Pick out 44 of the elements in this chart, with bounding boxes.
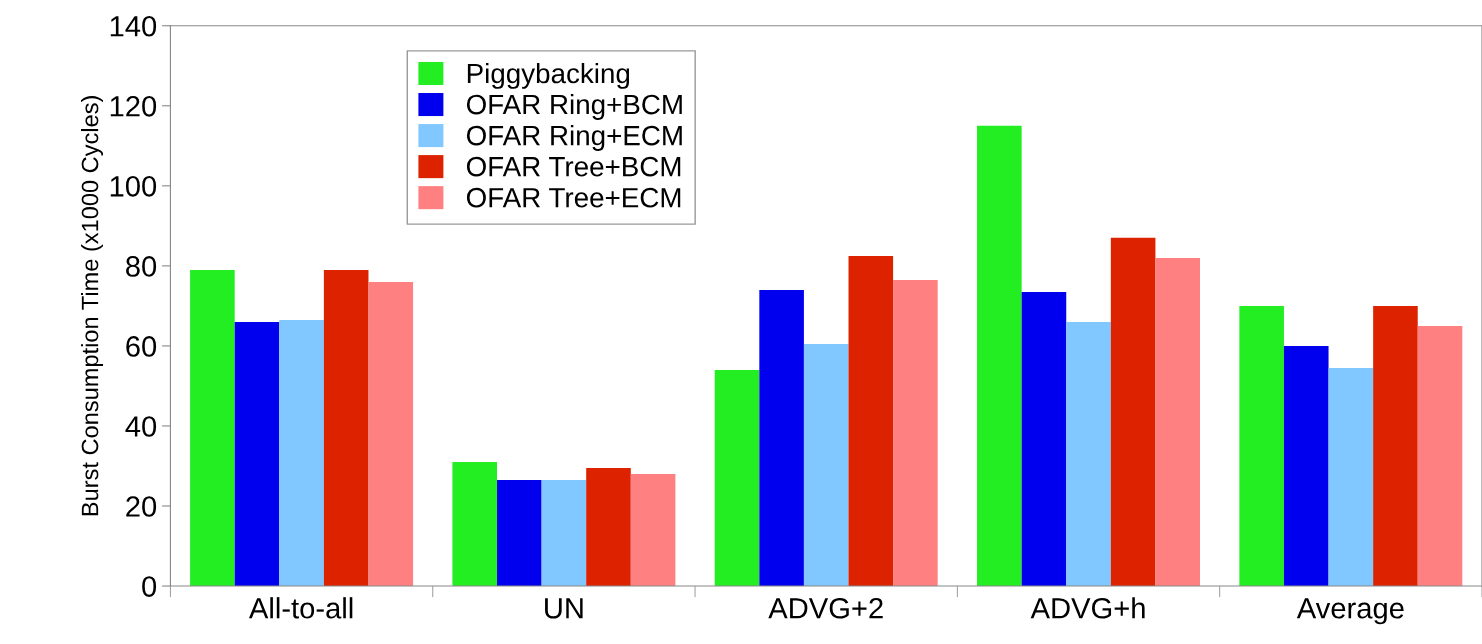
bar [848, 255, 894, 587]
bar [368, 281, 414, 587]
bar [759, 289, 804, 587]
bar [977, 125, 1022, 587]
bar [1066, 321, 1111, 587]
bar [1110, 237, 1156, 587]
y-tick-label: 60 [126, 336, 157, 357]
bar [1417, 325, 1463, 587]
legend-label: OFAR Tree+BCM [466, 156, 681, 177]
legend-label: OFAR Ring+ECM [466, 125, 682, 151]
legend-label: OFAR Ring+BCM [466, 93, 682, 120]
bar [1283, 345, 1329, 587]
x-tick-label: ADVG+2 [768, 597, 883, 619]
bar [497, 479, 542, 587]
y-tick-label: 40 [125, 416, 157, 437]
bar [1239, 305, 1284, 587]
bar [279, 319, 324, 587]
bar [893, 279, 938, 587]
bar [234, 321, 280, 587]
y-tick-label: 80 [126, 256, 157, 277]
bar [1155, 257, 1201, 587]
bar [190, 269, 235, 587]
y-tick-label: 100 [110, 176, 157, 197]
x-tick-label: UN [545, 598, 583, 619]
bar [630, 473, 676, 587]
legend-label: OFAR Tree+ECM [466, 187, 681, 208]
x-tick-label: ADVG+h [1030, 597, 1145, 619]
y-tick-label: 140 [110, 15, 157, 37]
bar [1021, 291, 1067, 587]
bar [1373, 305, 1418, 587]
y-tick-label: 120 [110, 96, 157, 117]
bar [1328, 367, 1374, 587]
y-tick-label: 0 [142, 576, 157, 597]
bar [541, 479, 587, 587]
bar [586, 467, 631, 587]
y-tick-label: 20 [126, 496, 157, 517]
x-tick-label: All-to-all [248, 597, 353, 619]
bar [323, 269, 369, 587]
legend-label: Piggybacking [467, 62, 630, 89]
bar [452, 461, 498, 587]
bar [803, 343, 849, 587]
x-tick-label: Average [1296, 598, 1404, 625]
bar [714, 369, 760, 587]
y-axis-title: Burst Consumption Time (x1000 Cycles) [81, 96, 104, 516]
